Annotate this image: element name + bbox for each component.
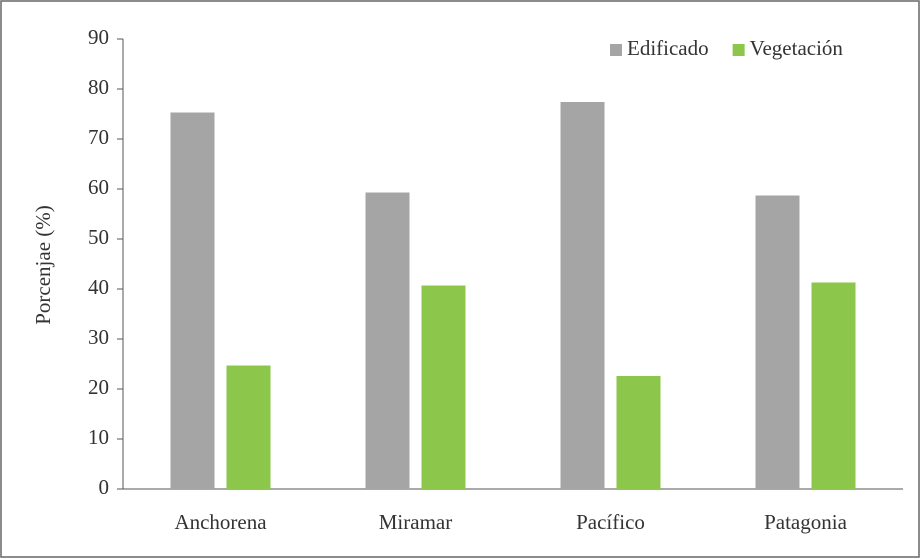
x-tick-label: Anchorena <box>174 510 267 534</box>
bar <box>616 376 661 489</box>
legend-swatch <box>610 44 622 56</box>
y-tick-label: 0 <box>99 475 110 499</box>
bar <box>421 285 466 489</box>
bar <box>226 365 271 489</box>
bar <box>170 112 215 489</box>
bar <box>560 102 605 489</box>
bar <box>365 192 410 489</box>
x-tick-label: Miramar <box>379 510 452 534</box>
legend-label: Vegetación <box>750 36 844 60</box>
y-tick-label: 40 <box>88 275 109 299</box>
bar <box>811 282 856 489</box>
y-tick-label: 50 <box>88 225 109 249</box>
y-tick-label: 30 <box>88 325 109 349</box>
legend-label: Edificado <box>627 36 709 60</box>
x-tick-label: Patagonia <box>764 510 847 534</box>
y-axis-label: Porcenjae (%) <box>31 205 55 325</box>
y-tick-label: 10 <box>88 425 109 449</box>
y-tick-label: 70 <box>88 125 109 149</box>
x-tick-label: Pacífico <box>576 510 645 534</box>
bar <box>755 195 800 489</box>
legend-swatch <box>732 44 745 56</box>
y-tick-label: 90 <box>88 25 109 49</box>
y-tick-label: 20 <box>88 375 109 399</box>
y-tick-label: 80 <box>88 75 109 99</box>
y-tick-label: 60 <box>88 175 109 199</box>
